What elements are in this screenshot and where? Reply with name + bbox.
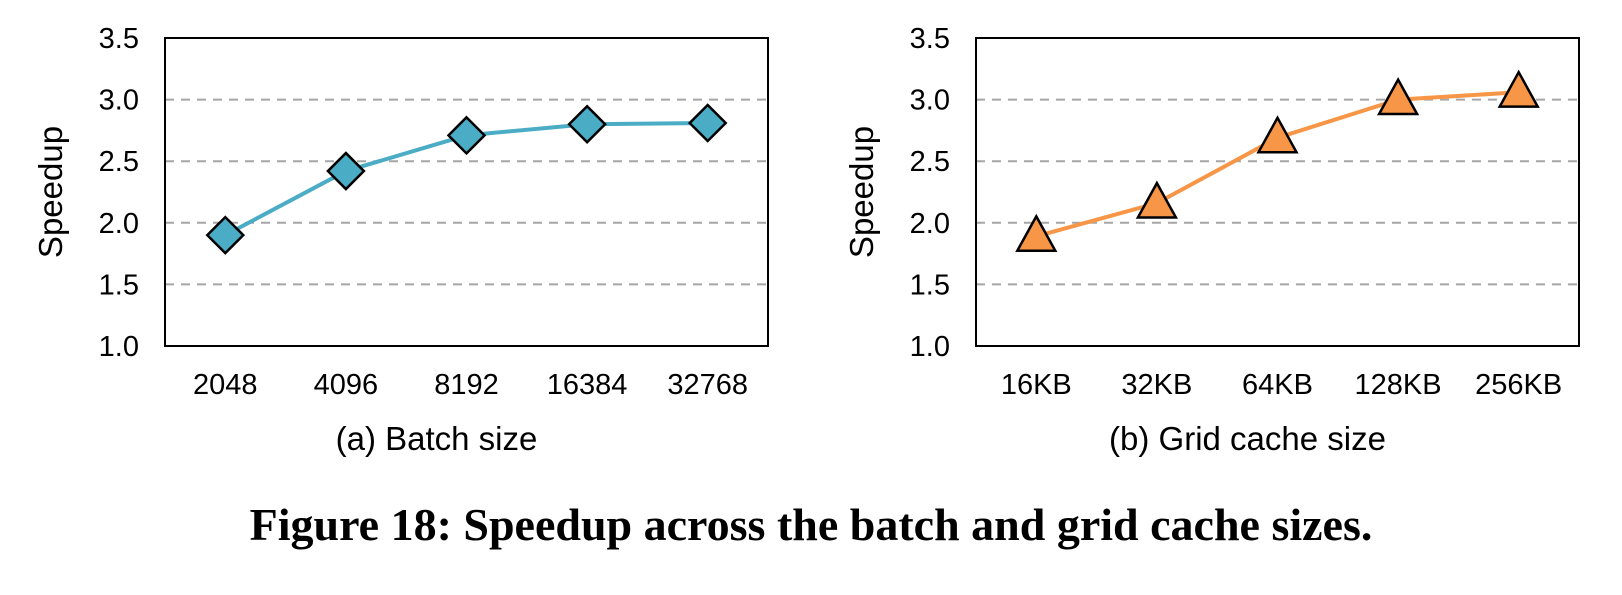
- chart-b-data-point: [1497, 69, 1540, 108]
- figure-caption: Figure 18: Speedup across the batch and …: [249, 499, 1373, 550]
- chart-a-data-point: [687, 103, 728, 143]
- chart-a-xtick-label: 8192: [434, 369, 499, 401]
- chart-a-xtick-label: 16384: [547, 369, 628, 401]
- chart-b-data-point: [1256, 115, 1299, 154]
- chart-b-ytick-label: 1.5: [910, 269, 950, 301]
- chart-b-xtick-label: 256KB: [1475, 369, 1562, 401]
- chart-a-data-point: [446, 115, 487, 156]
- chart-a-ytick-label: 1.5: [99, 269, 139, 301]
- chart-b-ytick-label: 1.0: [910, 331, 950, 363]
- chart-b-caption: (b) Grid cache size: [1109, 420, 1386, 457]
- chart-b-svg: 1.0 1.5 2.0 2.5 3.0 3.5 16KB 32KB 64KB 128KB 256KB…: [843, 23, 1580, 457]
- chart-a-svg: 1.0 1.5 2.0 2.5 3.0 3.5 2048 4096 8192 16384 32768…: [32, 23, 769, 457]
- chart-b-data-point: [1015, 213, 1058, 253]
- chart-a-xtick-label: 32768: [667, 369, 748, 401]
- chart-b-xtick-label: 64KB: [1242, 369, 1313, 401]
- chart-a-caption: (a) Batch size: [336, 420, 538, 457]
- chart-a-data-point: [567, 104, 607, 145]
- chart-a-data-point: [205, 215, 246, 255]
- chart-b-xtick-label: 32KB: [1121, 369, 1192, 401]
- chart-a-plot-frame: [164, 37, 769, 347]
- chart-b-data-point: [1135, 180, 1179, 219]
- chart-panel-a: 1.0 1.5 2.0 2.5 3.0 3.5 2048 4096 8192 16384 32768…: [0, 0, 811, 480]
- chart-b-xtick-label: 16KB: [1001, 369, 1072, 401]
- chart-a-data-point: [326, 151, 366, 191]
- chart-a-xtick-label: 4096: [314, 369, 379, 401]
- chart-b-ytick-label: 3.0: [910, 85, 950, 117]
- chart-b-series-line: [1035, 90, 1519, 239]
- chart-b-ytick-label: 3.5: [910, 23, 950, 55]
- chart-a-xtick-label: 2048: [193, 369, 258, 401]
- chart-a-ytick-label: 2.0: [99, 208, 139, 240]
- chart-a-ytick-label: 3.5: [99, 23, 139, 55]
- chart-b-plot-frame: [975, 37, 1580, 347]
- chart-b-ytick-label: 2.5: [910, 146, 950, 178]
- chart-b-xtick-label: 128KB: [1355, 369, 1442, 401]
- chart-a-ylabel: Speedup: [32, 126, 69, 258]
- chart-panel-b: 1.0 1.5 2.0 2.5 3.0 3.5 16KB 32KB 64KB 128KB 256KB…: [811, 0, 1622, 480]
- chart-b-data-point: [1376, 77, 1420, 116]
- chart-b-ytick-label: 2.0: [910, 208, 950, 240]
- chart-b-ylabel: Speedup: [843, 126, 880, 258]
- chart-a-ytick-label: 3.0: [99, 85, 139, 117]
- chart-a-ytick-label: 1.0: [99, 331, 139, 363]
- chart-a-ytick-label: 2.5: [99, 146, 139, 178]
